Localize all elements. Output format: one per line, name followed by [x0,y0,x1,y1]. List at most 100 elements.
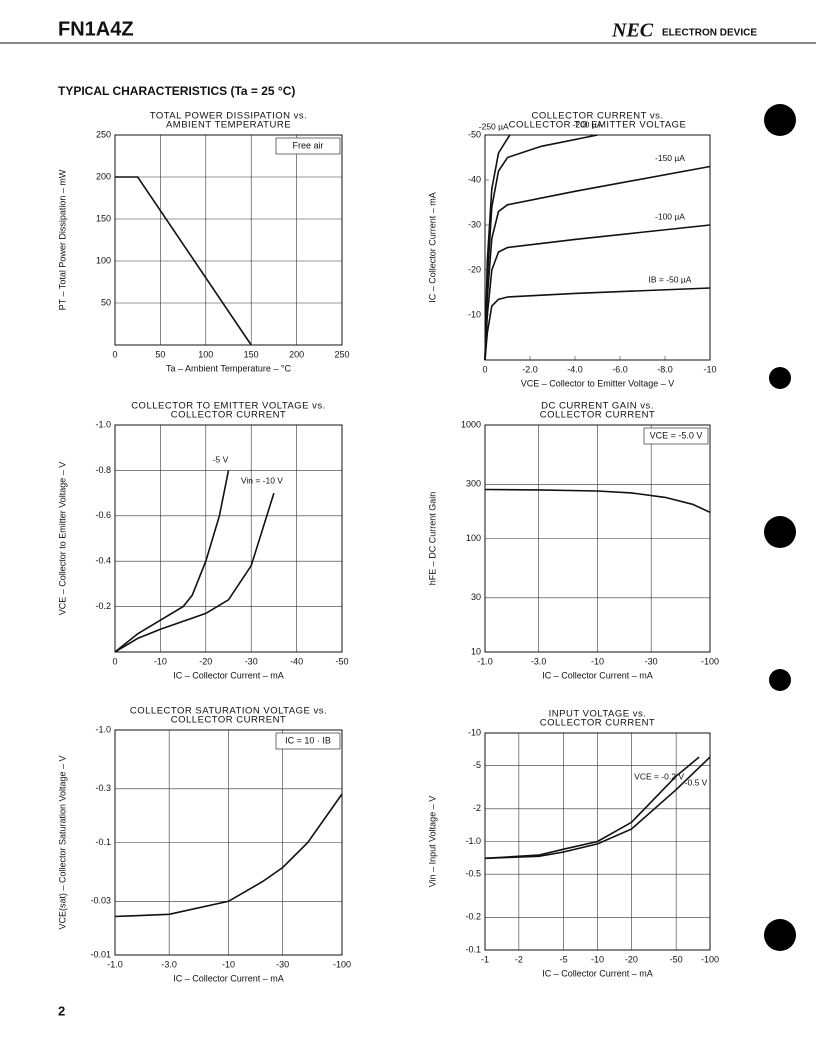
y-tick-label: -0.2 [465,912,481,922]
x-tick-label: -20 [199,656,212,666]
series-label: -5 V [213,455,229,465]
y-tick-label: -1.0 [95,724,111,734]
y-tick-label: -10 [468,309,481,319]
y-tick-label: -1.0 [465,836,481,846]
y-tick-label: 10 [471,646,481,656]
x-tick-label: 0 [112,349,117,359]
annotation: IC = 10 · IB [285,735,331,745]
chart-title: COLLECTOR CURRENT [540,718,655,729]
plot-frame [114,729,343,956]
curve [114,470,230,653]
x-axis-label: VCE – Collector to Emitter Voltage – V [521,378,675,388]
series-label: -200 µA [573,119,603,129]
y-tick-label: 250 [96,129,111,139]
x-tick-label: -10 [222,959,235,969]
section-title: TYPICAL CHARACTERISTICS (Ta = 25 °C) [58,84,295,98]
chart-title: COLLECTOR TO EMITTER VOLTAGE [509,120,687,131]
chart-title: INPUT VOLTAGE vs. [549,709,647,720]
annotation-box [643,427,709,445]
y-tick-label: -0.8 [95,465,111,475]
y-axis-label: Vin – Input Voltage – V [427,796,437,887]
x-tick-label: -5 [560,954,568,964]
y-tick-label: 150 [96,213,111,223]
series-label: -100 µA [655,211,685,221]
series-label: -0.5 V [685,777,708,787]
x-tick-label: 250 [334,349,349,359]
plot-frame [484,732,711,951]
curve [484,165,711,361]
curve [115,176,252,346]
y-tick-label: -0.6 [95,510,111,520]
x-axis-label: IC – Collector Current – mA [173,670,284,680]
x-tick-label: -30 [645,656,658,666]
series-label: -250 µA [479,121,509,131]
curve [484,134,511,361]
chart-title: COLLECTOR CURRENT vs. [531,111,663,122]
brand: NEC [611,20,654,42]
x-tick-label: -1.0 [477,656,493,666]
x-tick-label: -1.0 [107,959,123,969]
curve [484,756,700,860]
y-tick-label: -0.5 [465,869,481,879]
x-tick-label: 0 [112,656,117,666]
chart-title: DC CURRENT GAIN vs. [541,401,654,412]
x-tick-label: -20 [625,954,638,964]
series-label: Vin = -10 V [241,475,283,485]
chart-title: AMBIENT TEMPERATURE [166,120,291,131]
x-tick-label: -1 [481,954,489,964]
y-tick-label: -20 [468,264,481,274]
y-tick-label: 300 [466,479,481,489]
chart-title: COLLECTOR CURRENT [540,410,655,421]
y-tick-label: 1000 [461,419,481,429]
y-tick-label: -2 [473,803,481,813]
x-tick-label: 150 [244,349,259,359]
y-axis-label: VCE – Collector to Emitter Voltage – V [57,462,67,616]
x-tick-label: -3.0 [531,656,547,666]
x-tick-label: -100 [333,959,351,969]
page-number: 2 [58,1003,65,1018]
x-tick-label: -2.0 [522,364,538,374]
y-axis-label: IC – Collector Current – mA [427,192,437,303]
y-tick-label: -0.1 [95,837,111,847]
punch-hole [769,669,791,691]
y-tick-label: 100 [466,533,481,543]
chart-title: COLLECTOR TO EMITTER VOLTAGE vs. [131,401,326,412]
x-tick-label: -10 [703,364,716,374]
annotation: VCE = -5.0 V [650,430,703,440]
y-tick-label: -0.4 [95,556,111,566]
x-tick-label: 100 [198,349,213,359]
x-axis-label: IC – Collector Current – mA [542,968,653,978]
x-tick-label: -30 [245,656,258,666]
x-tick-label: -10 [591,656,604,666]
y-tick-label: -0.01 [90,949,111,959]
y-tick-label: -10 [468,727,481,737]
y-axis-label: PT – Total Power Dissipation – mW [57,169,67,310]
x-axis-label: IC – Collector Current – mA [173,973,284,983]
y-axis-label: hFE – DC Current Gain [427,492,437,586]
y-tick-label: -0.03 [90,896,111,906]
curve [484,134,598,361]
punch-hole [769,367,791,389]
punch-hole [764,104,796,136]
x-tick-label: 0 [482,364,487,374]
y-tick-label: 200 [96,171,111,181]
plot-frame [114,424,343,653]
x-tick-label: -2 [515,954,523,964]
y-tick-label: -0.2 [95,601,111,611]
part-number: FN1A4Z [58,18,134,40]
chart-title: COLLECTOR CURRENT [171,410,286,421]
curve [484,287,711,361]
punch-hole [764,919,796,951]
x-tick-label: -40 [290,656,303,666]
y-tick-label: -0.3 [95,783,111,793]
x-tick-label: -100 [701,656,719,666]
y-axis-label: VCE(sat) – Collector Saturation Voltage … [57,755,67,929]
x-tick-label: -10 [154,656,167,666]
y-tick-label: -1.0 [95,419,111,429]
x-tick-label: -6.0 [612,364,628,374]
x-tick-label: -8.0 [657,364,673,374]
y-tick-label: 100 [96,255,111,265]
punch-hole [764,516,796,548]
y-tick-label: -5 [473,760,481,770]
curve [484,488,711,514]
